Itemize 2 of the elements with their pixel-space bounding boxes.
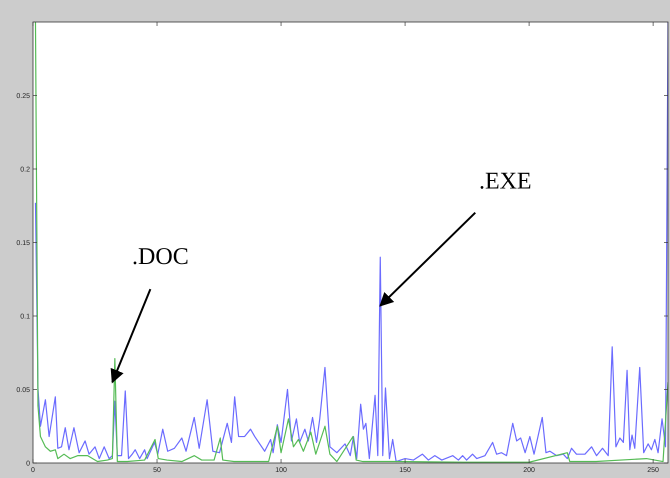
annotation: .EXE [478, 168, 532, 195]
annotation: .DOC [132, 244, 189, 270]
